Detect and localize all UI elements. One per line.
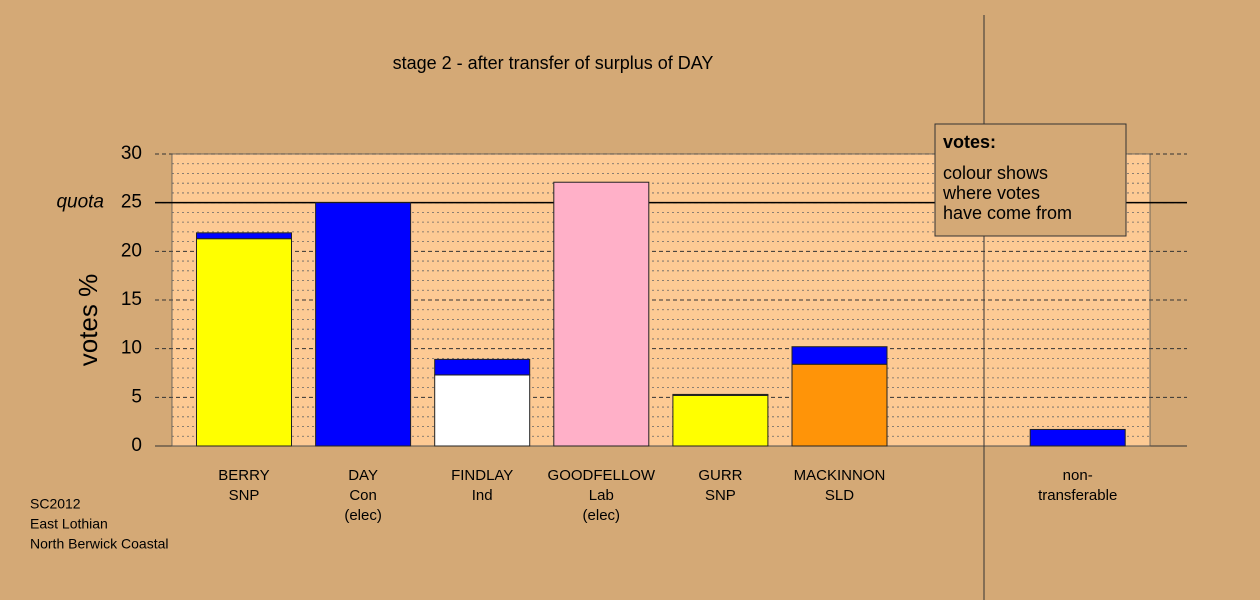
legend-frame	[934, 123, 1127, 237]
y-tick-label: 0	[131, 435, 142, 456]
bar-segment	[553, 181, 650, 447]
x-tick-label: SNP	[229, 487, 260, 504]
footnote: SC2012	[30, 496, 81, 512]
x-tick-label: Lab	[589, 487, 614, 504]
footnote: North Berwick Coastal	[30, 536, 169, 552]
y-axis-label: votes %	[73, 274, 103, 367]
y-tick-label: 25	[121, 192, 142, 213]
x-tick-label: DAY	[348, 467, 378, 484]
footnote: East Lothian	[30, 516, 108, 532]
y-tick-label: 10	[121, 338, 142, 359]
x-tick-label: GOODFELLOW	[548, 467, 656, 484]
bar-segment	[196, 238, 292, 447]
x-tick-label: SLD	[825, 487, 854, 504]
legend-text: where votes	[942, 183, 1040, 203]
bar-segment	[672, 393, 769, 396]
x-tick-label: FINDLAY	[451, 467, 513, 484]
legend-text: colour shows	[943, 163, 1048, 183]
y-tick-label: 15	[121, 289, 142, 310]
bar-segment	[791, 346, 888, 365]
x-tick-label: (elec)	[344, 507, 382, 524]
legend-text: have come from	[943, 203, 1072, 223]
y-tick-label: 30	[121, 143, 142, 164]
legend-title: votes:	[943, 132, 996, 152]
x-tick-label: BERRY	[218, 467, 269, 484]
x-tick-label: Con	[349, 487, 377, 504]
x-tick-label: GURR	[698, 467, 742, 484]
bar-segment	[1029, 428, 1126, 447]
bar-segment	[434, 374, 531, 447]
bar-segment	[434, 358, 531, 376]
bar-segment	[791, 363, 888, 447]
plot-frame	[171, 153, 1151, 447]
x-tick-label: SNP	[705, 487, 736, 504]
bar-segment	[196, 232, 292, 240]
x-tick-label: (elec)	[583, 507, 621, 524]
bar-segment	[672, 394, 769, 447]
x-tick-label: transferable	[1038, 487, 1117, 504]
y-tick-label: 5	[131, 386, 142, 407]
x-tick-label: Ind	[472, 487, 493, 504]
y-tick-label: 20	[121, 240, 142, 261]
x-tick-label: non-	[1063, 467, 1093, 484]
quota-label: quota	[56, 192, 104, 213]
bar-segment	[315, 202, 412, 447]
x-tick-label: MACKINNON	[794, 467, 886, 484]
chart-title: stage 2 - after transfer of surplus of D…	[393, 53, 714, 73]
